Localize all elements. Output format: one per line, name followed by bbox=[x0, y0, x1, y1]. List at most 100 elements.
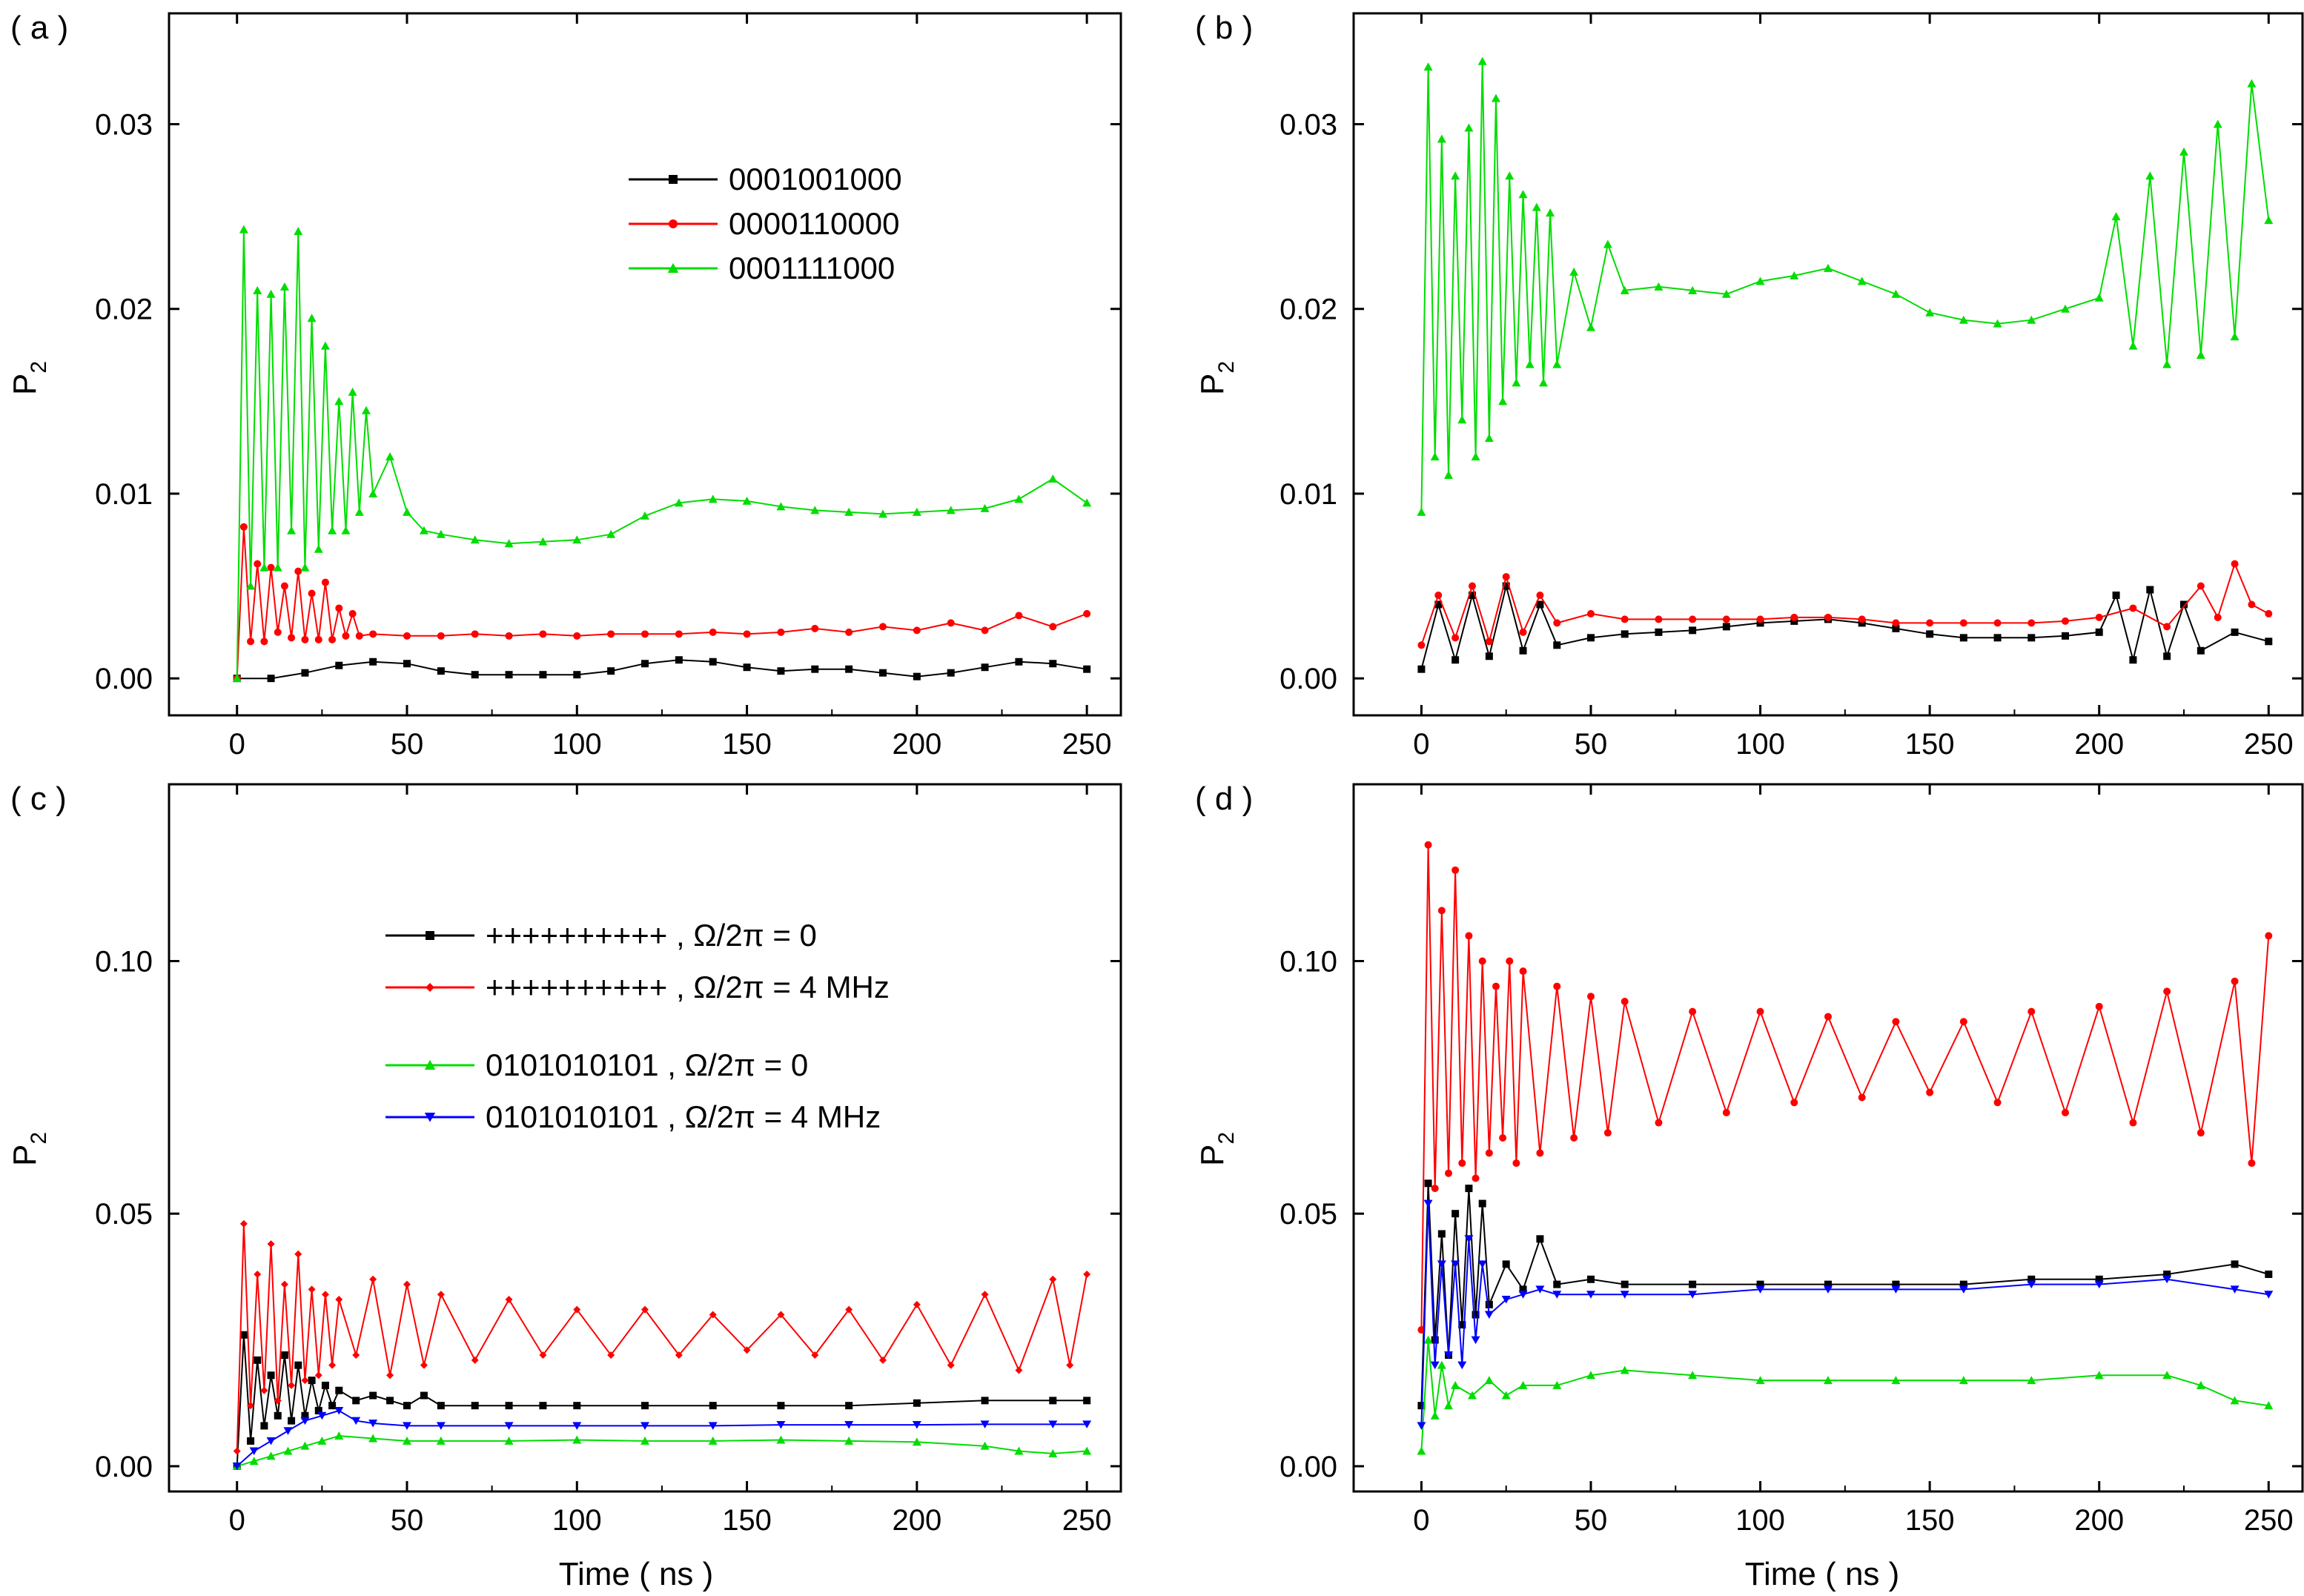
data-point bbox=[1926, 1088, 1934, 1096]
series-line bbox=[236, 229, 1088, 679]
data-point bbox=[1430, 452, 1440, 461]
data-point bbox=[607, 1351, 615, 1360]
data-point bbox=[1552, 1291, 1562, 1299]
data-point bbox=[913, 626, 921, 635]
x-tick-label: 150 bbox=[1905, 728, 1955, 761]
y-axis-label: P2 bbox=[1194, 1132, 1239, 1166]
data-point bbox=[675, 656, 683, 664]
data-point bbox=[879, 623, 887, 631]
data-point bbox=[572, 1422, 582, 1430]
data-point bbox=[436, 529, 446, 538]
data-point bbox=[2095, 1275, 2103, 1283]
data-point bbox=[1790, 1099, 1798, 1107]
y-tick-label: 0.00 bbox=[95, 1451, 153, 1483]
data-point bbox=[1858, 1093, 1866, 1102]
data-point bbox=[1471, 1336, 1480, 1345]
data-point bbox=[1689, 615, 1697, 623]
data-point bbox=[386, 1371, 394, 1380]
data-point bbox=[2128, 341, 2138, 350]
data-point bbox=[1722, 1108, 1730, 1116]
data-point bbox=[1993, 634, 2002, 642]
data-point bbox=[844, 507, 854, 516]
data-point bbox=[471, 1356, 479, 1364]
data-point bbox=[1959, 1285, 1968, 1294]
data-point bbox=[335, 1296, 343, 1304]
data-point bbox=[1082, 1446, 1092, 1455]
data-point bbox=[1477, 1260, 1487, 1268]
data-point bbox=[1434, 600, 1443, 609]
data-point bbox=[2265, 1270, 2273, 1278]
data-point bbox=[709, 1311, 717, 1319]
series-2 bbox=[232, 1431, 1092, 1470]
data-point bbox=[1790, 271, 1799, 279]
data-point bbox=[2197, 582, 2205, 590]
series-line bbox=[1420, 61, 2270, 512]
data-point bbox=[2027, 619, 2036, 627]
data-point bbox=[1458, 1321, 1466, 1329]
y-tick-label: 0.10 bbox=[95, 946, 153, 979]
data-point bbox=[1485, 1300, 1493, 1308]
data-point bbox=[1552, 360, 1562, 368]
data-point bbox=[505, 1402, 513, 1410]
data-point bbox=[1620, 285, 1629, 294]
y-tick-label: 0.01 bbox=[1280, 478, 1337, 511]
data-point bbox=[845, 628, 853, 636]
data-point bbox=[2196, 1380, 2205, 1389]
x-tick-label: 250 bbox=[1062, 728, 1112, 761]
y-tick-label: 0.10 bbox=[1280, 946, 1337, 979]
series-0 bbox=[1417, 582, 2273, 673]
data-point bbox=[403, 1402, 411, 1410]
data-point bbox=[2094, 1371, 2104, 1380]
x-tick-label: 250 bbox=[1062, 1504, 1112, 1537]
plot-frame bbox=[1352, 783, 2304, 1493]
data-point bbox=[1586, 1371, 1595, 1380]
data-point bbox=[1512, 1159, 1520, 1168]
data-point bbox=[1492, 93, 1500, 102]
data-point bbox=[776, 1421, 786, 1429]
data-point bbox=[239, 523, 248, 531]
data-point bbox=[403, 632, 411, 640]
data-point bbox=[1484, 1311, 1494, 1319]
legend-label: 0001001000 bbox=[729, 162, 902, 196]
data-point bbox=[1423, 1199, 1433, 1208]
data-point bbox=[1430, 1411, 1440, 1420]
data-point bbox=[1499, 1134, 1507, 1142]
data-point bbox=[1451, 171, 1460, 180]
data-point bbox=[1553, 641, 1561, 649]
data-point bbox=[1539, 378, 1548, 387]
data-point bbox=[280, 1280, 288, 1288]
data-point bbox=[1424, 841, 1432, 849]
data-point bbox=[1417, 1446, 1426, 1455]
data-point bbox=[361, 405, 371, 414]
data-point bbox=[1586, 1291, 1595, 1299]
data-point bbox=[573, 1402, 581, 1410]
series-3 bbox=[1417, 1199, 2274, 1430]
data-point bbox=[2094, 293, 2104, 302]
data-point bbox=[420, 1391, 428, 1400]
data-point bbox=[300, 563, 310, 572]
data-point bbox=[1417, 507, 1426, 516]
data-point bbox=[573, 671, 581, 679]
data-point bbox=[1755, 277, 1765, 285]
data-point bbox=[2095, 1002, 2103, 1010]
data-point bbox=[1472, 1311, 1480, 1319]
series-1 bbox=[233, 1219, 1091, 1455]
data-point bbox=[1553, 619, 1561, 627]
data-point bbox=[287, 526, 297, 534]
data-point bbox=[1477, 56, 1487, 65]
panel-label: ( a ) bbox=[10, 10, 68, 46]
data-point bbox=[308, 1285, 316, 1294]
data-point bbox=[470, 535, 480, 544]
legend: 0001001000 0000110000 0001111000 bbox=[629, 162, 902, 285]
data-point bbox=[1082, 498, 1092, 507]
data-point bbox=[1525, 360, 1535, 368]
data-point bbox=[369, 658, 377, 666]
data-point bbox=[369, 1391, 377, 1400]
data-point bbox=[640, 511, 649, 520]
data-point bbox=[1049, 1275, 1057, 1283]
data-point bbox=[1621, 615, 1629, 623]
data-point bbox=[1536, 1235, 1544, 1243]
data-point bbox=[1993, 1099, 2002, 1107]
data-point bbox=[1485, 1149, 1493, 1157]
y-axis-label: P2 bbox=[7, 361, 51, 395]
